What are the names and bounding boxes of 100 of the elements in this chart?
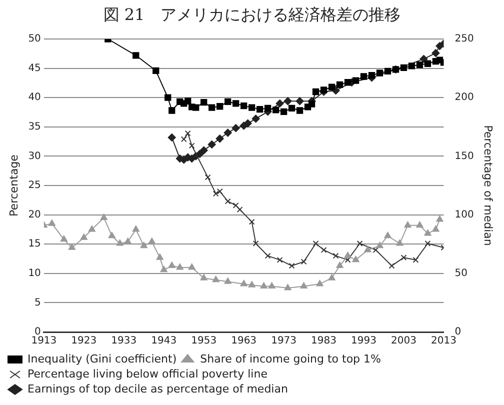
point xyxy=(364,246,372,252)
point xyxy=(88,225,96,232)
y-axis-title: Percentage xyxy=(7,154,20,216)
point xyxy=(420,54,428,63)
point xyxy=(284,97,292,106)
point xyxy=(436,215,444,222)
x-tick-label: 1923 xyxy=(71,336,97,347)
point xyxy=(176,264,184,270)
point xyxy=(264,104,272,112)
point xyxy=(316,280,324,286)
point xyxy=(168,262,176,268)
point xyxy=(412,256,419,263)
point xyxy=(224,98,232,106)
point xyxy=(188,142,195,149)
point xyxy=(256,106,264,113)
y2-axis-title: Percentage of median xyxy=(482,125,495,246)
y-tick-label: 50 xyxy=(28,34,41,45)
point xyxy=(180,136,187,142)
point xyxy=(424,240,431,246)
point xyxy=(288,104,296,112)
point xyxy=(164,94,172,101)
point xyxy=(276,99,284,108)
point xyxy=(368,72,376,79)
point xyxy=(200,274,208,280)
point xyxy=(252,240,259,246)
point xyxy=(168,107,176,114)
point xyxy=(432,225,440,232)
point xyxy=(204,174,211,180)
point xyxy=(224,198,231,204)
point xyxy=(232,124,240,132)
point xyxy=(148,238,156,244)
point xyxy=(296,97,304,106)
point xyxy=(272,106,280,114)
point xyxy=(332,252,339,259)
point xyxy=(200,146,208,154)
point xyxy=(132,225,140,232)
y-tick-label: 5 xyxy=(34,297,41,308)
point xyxy=(60,235,68,242)
point xyxy=(48,220,56,226)
point xyxy=(404,221,412,228)
point xyxy=(328,274,336,280)
point xyxy=(260,282,268,289)
y2-tick-label: 0 xyxy=(454,326,462,338)
point xyxy=(224,278,232,284)
point xyxy=(300,258,307,265)
point xyxy=(376,242,384,248)
point xyxy=(408,62,416,70)
point xyxy=(356,240,363,246)
point xyxy=(224,128,232,137)
point xyxy=(320,246,327,253)
point xyxy=(240,280,248,286)
point xyxy=(216,103,224,110)
point xyxy=(336,81,344,88)
chart-title: 図 21 アメリカにおける経済格差の推移 xyxy=(102,4,402,26)
y-tick-label: 25 xyxy=(28,180,41,192)
point xyxy=(248,218,255,225)
legend-label: Inequality (Gini coefficient) xyxy=(28,352,177,366)
y2-tick-label: 250 xyxy=(454,34,474,45)
point xyxy=(372,246,379,253)
point xyxy=(384,68,392,75)
point xyxy=(248,281,256,288)
point xyxy=(312,88,320,96)
point xyxy=(152,67,160,74)
y-tick-label: 40 xyxy=(28,92,41,104)
point xyxy=(264,252,271,259)
point xyxy=(336,262,344,268)
point xyxy=(344,252,352,258)
y-tick-label: 15 xyxy=(28,238,41,250)
point xyxy=(320,86,328,94)
point xyxy=(200,98,208,106)
point xyxy=(192,104,200,111)
y2-tick-label: 150 xyxy=(454,150,474,162)
point xyxy=(108,232,116,238)
point xyxy=(416,61,424,68)
point xyxy=(308,100,316,108)
x-tick-label: 1913 xyxy=(31,336,57,347)
point xyxy=(156,254,164,260)
x-tick-label: 1963 xyxy=(231,336,257,347)
point xyxy=(312,240,319,246)
point xyxy=(160,266,168,272)
point xyxy=(300,282,308,289)
point xyxy=(424,230,432,236)
point xyxy=(388,262,395,269)
point xyxy=(296,107,304,114)
x-tick-label: 1973 xyxy=(271,336,297,347)
point xyxy=(248,104,256,111)
point xyxy=(352,256,360,262)
y2-tick-label: 100 xyxy=(454,209,474,220)
point xyxy=(252,114,260,123)
point xyxy=(236,206,243,212)
y-tick-label: 45 xyxy=(28,62,41,74)
legend-label: Earnings of top decile as percentage of median xyxy=(28,382,288,396)
point xyxy=(216,188,223,194)
point xyxy=(196,150,204,158)
y2-tick-label: 200 xyxy=(454,92,474,104)
x-tick-label: 1943 xyxy=(151,336,177,347)
point xyxy=(400,254,407,261)
point xyxy=(276,256,283,263)
point xyxy=(416,221,424,228)
x-tick-label: 1983 xyxy=(311,336,337,347)
